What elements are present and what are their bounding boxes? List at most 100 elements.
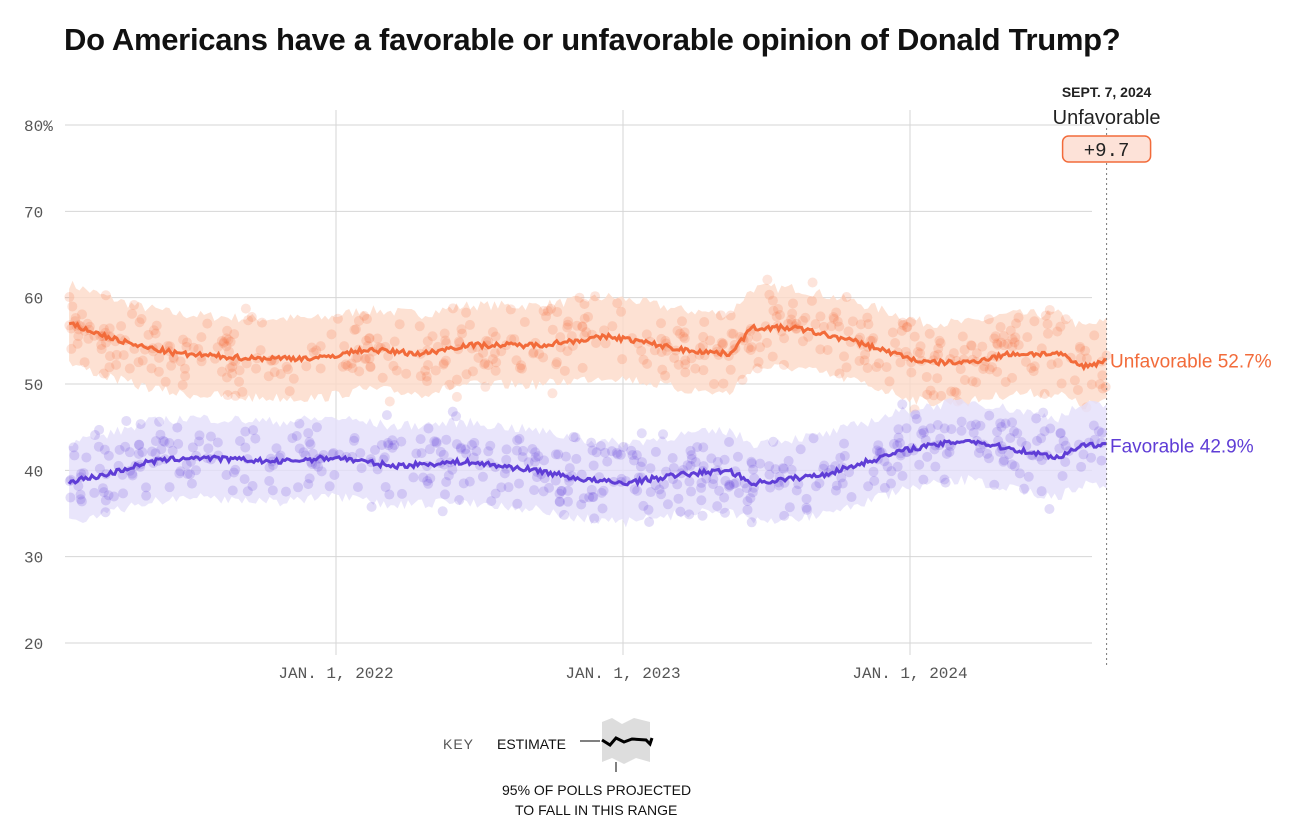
- poll-point: [886, 466, 897, 477]
- poll-point: [423, 423, 434, 434]
- key-label: KEY: [443, 736, 475, 752]
- poll-point: [360, 353, 371, 364]
- poll-point: [579, 313, 590, 324]
- poll-point: [862, 362, 873, 373]
- poll-point: [82, 318, 93, 329]
- poll-point: [180, 371, 191, 382]
- poll-point: [742, 496, 753, 507]
- poll-point: [725, 310, 736, 321]
- poll-point: [511, 355, 522, 366]
- poll-point: [455, 443, 466, 454]
- poll-point: [581, 327, 592, 338]
- poll-point: [552, 307, 563, 318]
- poll-point: [425, 473, 436, 484]
- poll-point: [973, 447, 984, 458]
- poll-point: [698, 442, 709, 453]
- poll-point: [554, 496, 565, 507]
- poll-point: [247, 480, 258, 491]
- poll-point: [967, 376, 978, 387]
- poll-point: [657, 364, 668, 375]
- poll-point: [64, 292, 75, 303]
- poll-point: [563, 316, 574, 327]
- poll-point: [1052, 326, 1063, 337]
- poll-point: [767, 295, 778, 306]
- poll-point: [992, 339, 1003, 350]
- poll-point: [808, 433, 819, 444]
- poll-point: [1000, 376, 1011, 387]
- poll-point: [978, 363, 989, 374]
- poll-point: [568, 432, 579, 443]
- poll-point: [871, 362, 882, 373]
- poll-point: [562, 496, 573, 507]
- poll-point: [873, 358, 884, 369]
- poll-point: [1069, 375, 1080, 386]
- poll-point: [135, 419, 146, 430]
- poll-point: [998, 331, 1009, 342]
- poll-point: [948, 348, 959, 359]
- poll-point: [708, 479, 719, 490]
- poll-point: [103, 490, 114, 501]
- poll-point: [587, 491, 598, 502]
- poll-point: [1031, 413, 1042, 424]
- poll-point: [588, 492, 599, 503]
- poll-point: [1007, 341, 1018, 352]
- key-line: [601, 736, 654, 747]
- poll-point: [1046, 359, 1057, 370]
- poll-point: [224, 346, 235, 357]
- poll-point: [284, 386, 295, 397]
- poll-point: [216, 336, 227, 347]
- poll-point: [156, 444, 167, 455]
- poll-point: [366, 501, 377, 512]
- poll-point: [438, 358, 449, 369]
- margin-badge: [1061, 135, 1152, 163]
- poll-point: [124, 363, 135, 374]
- poll-point: [957, 331, 968, 342]
- poll-point: [658, 429, 669, 440]
- poll-point: [712, 456, 723, 467]
- poll-point: [451, 391, 462, 402]
- poll-point: [673, 493, 684, 504]
- poll-point: [351, 353, 362, 364]
- poll-point: [772, 303, 783, 314]
- poll-point: [70, 313, 81, 324]
- poll-point: [264, 475, 275, 486]
- poll-point: [801, 504, 812, 515]
- poll-point: [1006, 459, 1017, 470]
- poll-point: [983, 453, 994, 464]
- poll-point: [777, 463, 788, 474]
- poll-point: [415, 434, 426, 445]
- poll-point: [480, 358, 491, 369]
- poll-point: [96, 340, 107, 351]
- poll-point: [177, 380, 188, 391]
- poll-point: [1055, 427, 1066, 438]
- poll-point: [75, 489, 86, 500]
- poll-point: [506, 334, 517, 345]
- poll-point: [696, 495, 707, 506]
- poll-point: [746, 458, 757, 469]
- poll-point: [72, 338, 83, 349]
- poll-point: [124, 447, 135, 458]
- poll-point: [882, 461, 893, 472]
- poll-point: [968, 427, 979, 438]
- poll-point: [748, 464, 759, 475]
- poll-point: [570, 432, 581, 443]
- poll-point: [999, 340, 1010, 351]
- poll-point: [453, 336, 464, 347]
- poll-point: [992, 426, 1003, 437]
- poll-point: [1086, 452, 1097, 463]
- poll-point: [111, 359, 122, 370]
- poll-point: [998, 456, 1009, 467]
- poll-point: [235, 436, 246, 447]
- poll-point: [778, 359, 789, 370]
- poll-point: [523, 457, 534, 468]
- poll-point: [606, 446, 617, 457]
- poll-point: [365, 361, 376, 372]
- poll-point: [638, 354, 649, 365]
- y-tick-label: 30: [24, 550, 43, 568]
- poll-point: [133, 357, 144, 368]
- poll-point: [423, 478, 434, 489]
- poll-point: [562, 319, 573, 330]
- poll-point: [174, 468, 185, 479]
- poll-point: [680, 367, 691, 378]
- poll-point: [706, 453, 717, 464]
